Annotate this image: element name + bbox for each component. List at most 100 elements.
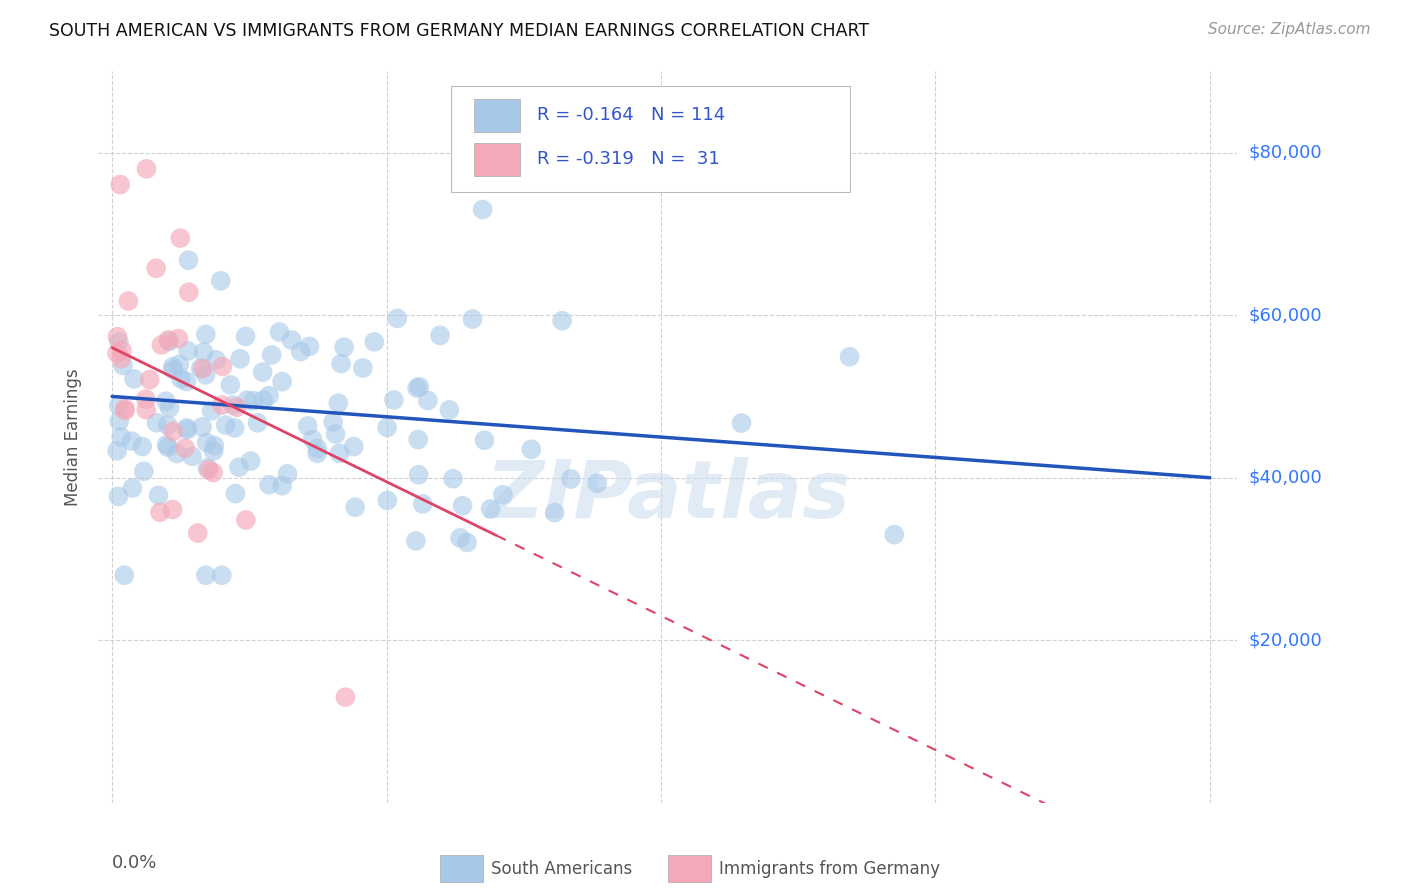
Point — [177, 253, 200, 268]
Point — [111, 359, 134, 373]
Point — [191, 361, 214, 376]
Point — [416, 393, 439, 408]
Point — [307, 446, 329, 460]
Point — [195, 435, 218, 450]
Point — [197, 463, 219, 477]
Point — [451, 499, 474, 513]
Point — [156, 440, 179, 454]
Point — [429, 328, 451, 343]
Text: Source: ZipAtlas.com: Source: ZipAtlas.com — [1208, 22, 1371, 37]
Point — [456, 535, 478, 549]
Text: $40,000: $40,000 — [1249, 468, 1322, 487]
Point — [108, 178, 131, 192]
Point — [461, 312, 484, 326]
Point — [166, 447, 188, 461]
Point — [105, 443, 128, 458]
Text: R = -0.164   N = 114: R = -0.164 N = 114 — [537, 106, 725, 124]
Point — [211, 359, 233, 374]
Point — [520, 442, 543, 457]
Point — [204, 439, 226, 453]
Point — [162, 363, 184, 377]
Point — [105, 346, 128, 360]
Point — [194, 327, 217, 342]
Bar — [474, 99, 520, 132]
Point — [405, 533, 427, 548]
Point — [155, 394, 177, 409]
Point — [228, 460, 250, 475]
Point — [225, 401, 247, 415]
Point — [298, 339, 321, 353]
Point — [156, 418, 179, 433]
Point — [449, 531, 471, 545]
Y-axis label: Median Earnings: Median Earnings — [65, 368, 83, 506]
Point — [162, 359, 184, 374]
Point — [290, 344, 312, 359]
Point — [246, 416, 269, 430]
Point — [107, 329, 129, 343]
Point — [215, 417, 238, 432]
Point — [269, 325, 291, 339]
Point — [131, 440, 153, 454]
Point — [117, 293, 139, 308]
Point — [150, 338, 173, 352]
Point — [191, 420, 214, 434]
Point — [110, 430, 132, 444]
Point — [301, 433, 323, 447]
Point — [329, 446, 352, 460]
Point — [543, 506, 565, 520]
Point — [333, 340, 356, 354]
Point — [222, 398, 245, 412]
Point — [363, 334, 385, 349]
Point — [387, 311, 409, 326]
Point — [412, 497, 434, 511]
Point — [187, 526, 209, 541]
Point — [132, 464, 155, 478]
Point — [479, 501, 502, 516]
Point — [149, 505, 172, 519]
Point — [271, 478, 294, 492]
Point — [167, 332, 190, 346]
Point — [229, 351, 252, 366]
Point — [114, 401, 136, 416]
Point — [474, 434, 496, 448]
Text: $80,000: $80,000 — [1249, 144, 1322, 161]
Point — [408, 380, 430, 394]
Point — [157, 334, 180, 349]
Point — [224, 421, 246, 435]
Point — [169, 231, 191, 245]
Point — [236, 393, 259, 408]
Text: $20,000: $20,000 — [1249, 632, 1322, 649]
Point — [235, 329, 257, 343]
Point — [471, 202, 494, 217]
Point — [177, 285, 200, 300]
Point — [325, 427, 347, 442]
Text: ZIPatlas: ZIPatlas — [485, 457, 851, 534]
Point — [108, 414, 131, 428]
Point — [176, 423, 198, 437]
Point — [205, 352, 228, 367]
Text: 0.0%: 0.0% — [112, 854, 157, 872]
Point — [202, 444, 225, 458]
Text: South Americans: South Americans — [491, 860, 633, 878]
Point — [344, 500, 367, 515]
Point — [110, 351, 132, 366]
Point — [176, 375, 198, 389]
Point — [176, 421, 198, 435]
Point — [224, 486, 246, 500]
Point — [111, 343, 134, 358]
Point — [377, 493, 399, 508]
Point — [135, 392, 157, 406]
Point — [276, 467, 298, 481]
Point — [252, 365, 274, 379]
Point — [406, 433, 429, 447]
Point — [492, 488, 515, 502]
Point — [194, 568, 217, 582]
Point — [159, 401, 181, 415]
Text: Immigrants from Germany: Immigrants from Germany — [718, 860, 941, 878]
Point — [145, 416, 167, 430]
Text: R = -0.319   N =  31: R = -0.319 N = 31 — [537, 150, 720, 168]
Point — [257, 477, 280, 491]
Point — [157, 333, 180, 347]
Point — [162, 425, 184, 439]
Point — [271, 375, 294, 389]
